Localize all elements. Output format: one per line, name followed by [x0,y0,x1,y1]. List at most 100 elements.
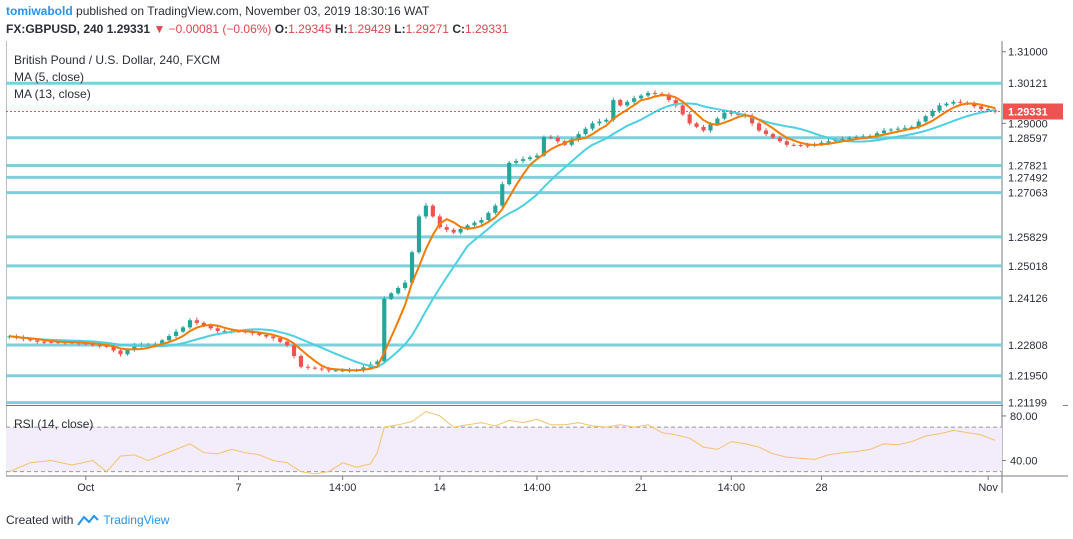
candle-body-17 [125,349,130,355]
candle-body-74 [521,159,526,161]
high-label: H: [334,22,348,36]
candle-body-66 [465,225,470,229]
low-value: 1.29271 [405,22,449,36]
candle-body-87 [611,100,616,120]
candle-body-112 [784,141,789,145]
candle-body-135 [944,103,949,106]
close-label: C: [452,22,465,36]
price-tick-label-0: 1.31000 [1008,47,1048,59]
candle-body-111 [777,137,782,142]
candle-body-56 [396,288,401,294]
symbol-label: FX:GBPUSD, 240 [6,22,104,36]
level-label-bg-6 [1003,257,1063,274]
candle-body-44 [312,367,317,369]
candle-body-130 [909,126,914,128]
tradingview-brand[interactable]: TradingView [103,513,170,527]
candle-body-110 [770,134,776,138]
candle-body-98 [687,114,692,124]
candle-body-37 [264,334,269,337]
candle-body-123 [861,136,866,138]
candle-body-134 [937,105,942,111]
candle-body-133 [930,110,935,117]
candle-body-122 [854,137,859,139]
time-label-3: 14 [434,482,446,494]
publish-info: tomiwabold published on TradingView.com,… [6,4,429,18]
candle-body-5 [42,341,47,343]
candle-body-39 [278,338,283,342]
level-label-3: 1.27492 [1008,172,1048,184]
legend-title: British Pound / U.S. Dollar, 240, FXCM [14,53,221,67]
candle-body-109 [763,130,769,135]
candle-body-71 [500,184,505,206]
symbol-ohlc-bar: FX:GBPUSD, 240 1.29331 ▼ −0.00081 (−0.06… [6,22,508,36]
candle-body-131 [916,121,921,127]
candle-body-107 [750,116,755,124]
candle-body-22 [160,340,165,345]
candle-body-40 [285,341,290,346]
candle-body-12 [90,344,95,346]
candle-body-126 [881,130,887,134]
candle-body-31 [222,330,227,332]
price-chart[interactable]: 1.301211.285971.278211.274921.270631.258… [5,41,1068,503]
candle-body-121 [847,137,852,139]
candle-body-95 [666,94,671,101]
level-label-5: 1.25829 [1008,232,1048,244]
rsi-title[interactable]: RSI (14, close) [14,417,94,431]
candle-body-13 [97,345,102,347]
candle-body-84 [590,123,595,129]
candle-body-70 [493,205,498,213]
candle-body-30 [215,328,220,331]
candle-body-25 [180,327,186,332]
level-label-bg-7 [1003,289,1063,306]
level-label-bg-1 [1003,129,1063,146]
candle-body-88 [618,100,623,106]
time-label-5: 21 [635,482,647,494]
candle-body-99 [694,123,699,127]
candle-body-53 [375,361,380,365]
level-label-8: 1.22808 [1008,340,1048,352]
candle-body-115 [805,145,810,147]
candle-body-79 [555,137,560,142]
time-label-8: Nov [978,482,998,494]
candle-body-42 [298,356,304,367]
candle-body-85 [597,121,602,124]
last-price-tag-bg [1003,103,1063,120]
ma5-line [9,94,996,372]
candle-body-65 [458,228,463,233]
high-value: 1.29429 [347,22,391,36]
candle-body-48 [340,370,345,372]
legend-ma13[interactable]: MA (13, close) [14,87,91,101]
candle-body-15 [111,346,116,351]
candle-body-3 [28,339,33,341]
time-label-1: 7 [235,482,241,494]
candle-body-75 [527,157,533,160]
candle-body-38 [271,336,276,339]
candle-body-108 [756,123,762,131]
candle-body-89 [625,101,630,106]
chart-area[interactable]: 1.30121 1.28597 1.27821 1.27492 1.27063 1.258… [5,41,1068,508]
candle-body-136 [951,101,956,104]
legend-ma5[interactable]: MA (5, close) [14,70,85,84]
chart-legend: British Pound / U.S. Dollar, 240, FXCM M… [14,52,220,103]
candle-body-120 [840,138,845,141]
level-label-bg-3 [1003,169,1063,186]
candle-body-140 [979,106,984,110]
open-label: O: [274,22,289,36]
candle-body-69 [486,212,491,220]
candle-body-114 [798,145,803,147]
last-price: 1.29331 [106,22,151,36]
candle-body-62 [437,216,442,228]
open-value: 1.29345 [288,22,332,36]
author-name[interactable]: tomiwabold [6,4,73,18]
candle-body-14 [104,345,109,347]
candle-body-41 [291,345,297,357]
level-label-7: 1.24126 [1008,293,1048,305]
tradingview-logo-icon [77,514,100,526]
candle-body-86 [604,119,609,122]
time-label-0: Oct [77,482,94,494]
price-tick-label-1: 1.29000 [1008,118,1048,130]
candle-body-100 [701,126,706,131]
level-label-bg-0 [1003,75,1063,92]
candle-body-96 [673,100,678,106]
candle-body-68 [479,219,484,223]
